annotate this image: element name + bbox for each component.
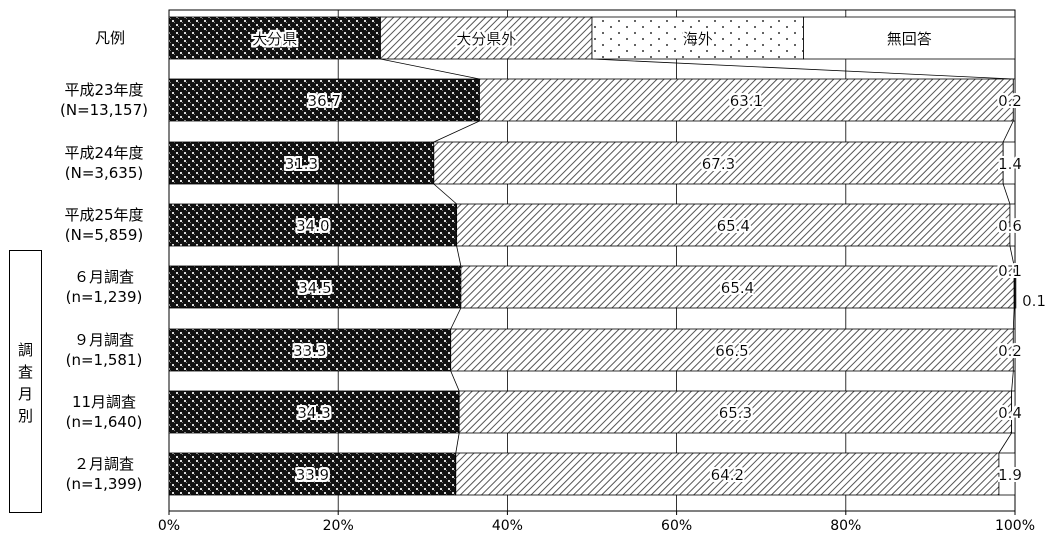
x-tick-label: 0%: [158, 518, 180, 534]
data-label: 33.9: [296, 466, 329, 484]
data-label: 34.5: [298, 279, 331, 297]
data-label: 0.2: [998, 92, 1022, 110]
bar-segment: [456, 203, 1011, 247]
category-name: 11月調査: [71, 393, 137, 411]
data-label: 0.6: [998, 217, 1022, 235]
legend-row-label: 凡例: [94, 29, 125, 47]
legend-entry: 大分県: [252, 30, 297, 48]
bar-segment: [1012, 78, 1016, 122]
group-label-char: 別: [17, 407, 33, 425]
data-label: 34.0: [296, 217, 329, 235]
legend-entry: 大分県外: [456, 30, 516, 48]
series-line: [455, 432, 460, 454]
category-count: (n=1,399): [65, 475, 143, 493]
bar-segment: [455, 452, 1000, 496]
group-box: 調 査 月 別: [9, 250, 42, 513]
category-count: (n=1,581): [65, 351, 143, 369]
series-line: [591, 58, 1014, 80]
series-line: [1011, 370, 1014, 392]
bar-segment: [1014, 265, 1017, 309]
data-label: 67.3: [702, 155, 735, 173]
series-line: [380, 58, 480, 80]
plot-frame: [168, 9, 1016, 512]
category-count: (N=13,157): [60, 101, 148, 119]
category-label: 平成23年度 (N=13,157): [44, 80, 164, 120]
bar-segment: [433, 141, 1004, 185]
data-label: 1.4: [998, 155, 1022, 173]
category-label: 11月調査 (n=1,640): [44, 392, 164, 432]
group-label-char: 月: [17, 385, 33, 403]
data-label: 64.2: [711, 466, 744, 484]
bar-segment: [1011, 390, 1016, 434]
category-count: (n=1,640): [65, 413, 143, 431]
data-label: 36.7: [308, 92, 341, 110]
series-line: [1009, 245, 1015, 267]
legend-swatch: [380, 16, 593, 60]
bar-segment: [168, 328, 452, 372]
series-line: [998, 432, 1012, 454]
legend-entry: 無回答: [887, 30, 932, 48]
bar-segment: [1009, 203, 1016, 247]
data-label: 34.3: [297, 404, 330, 422]
bar-segment: [998, 452, 1016, 496]
category-label: 平成25年度 (N=5,859): [44, 205, 164, 245]
bar-segment: [168, 203, 458, 247]
bar-segment: [1012, 328, 1016, 372]
x-tick-label: 100%: [995, 518, 1035, 534]
bar-segment: [168, 452, 457, 496]
category-count: (N=3,635): [64, 164, 144, 182]
data-label: 1.9: [998, 466, 1022, 484]
series-line: [1002, 120, 1014, 143]
category-label: ９月調査 (n=1,581): [44, 330, 164, 370]
series-line: [1012, 307, 1015, 330]
category-label: ６月調査 (n=1,239): [44, 267, 164, 307]
series-line: [450, 307, 462, 330]
bar-segment: [168, 78, 480, 122]
category-name: ９月調査: [73, 331, 134, 349]
category-name: 平成25年度: [64, 206, 144, 224]
bar-segment: [168, 265, 462, 309]
legend-swatch: [591, 16, 804, 60]
bar-segment: [479, 78, 1014, 122]
bar-segment: [460, 265, 1015, 309]
series-line: [456, 245, 462, 267]
bar-segment: [168, 390, 460, 434]
group-label: 調 査 月 別: [10, 339, 41, 427]
group-label-char: 査: [17, 363, 33, 381]
category-name: ２月調査: [73, 455, 134, 473]
category-label: 平成24年度 (N=3,635): [44, 143, 164, 183]
series-line: [433, 183, 457, 205]
category-name: 平成24年度: [64, 144, 144, 162]
legend-entry: 海外: [683, 30, 713, 48]
data-label: 65.4: [721, 279, 754, 297]
category-label: ２月調査 (n=1,399): [44, 454, 164, 494]
group-label-char: 調: [17, 341, 33, 359]
category-count: (n=1,239): [65, 288, 143, 306]
series-line: [433, 120, 480, 143]
data-label: 31.3: [285, 155, 318, 173]
series-line: [450, 370, 460, 392]
category-count: (N=5,859): [64, 226, 144, 244]
data-label: 33.3: [293, 342, 326, 360]
bar-segment: [1002, 141, 1016, 185]
x-tick-label: 80%: [830, 518, 861, 534]
series-line: [1002, 183, 1011, 205]
data-label: 0.4: [998, 404, 1022, 422]
bar-segment: [458, 390, 1013, 434]
data-label: 66.5: [715, 342, 748, 360]
category-name: ６月調査: [73, 268, 134, 286]
data-label: 0.1: [998, 262, 1022, 280]
data-label: 65.3: [719, 404, 752, 422]
x-tick-label: 60%: [661, 518, 692, 534]
data-label: 65.4: [717, 217, 750, 235]
data-label: 63.1: [730, 92, 763, 110]
x-tick-label: 40%: [492, 518, 523, 534]
data-label: 0.1: [1022, 292, 1046, 310]
category-name: 平成23年度: [64, 81, 144, 99]
data-label: 0.2: [998, 342, 1022, 360]
legend-swatch: [803, 16, 1016, 60]
x-tick-label: 20%: [323, 518, 354, 534]
